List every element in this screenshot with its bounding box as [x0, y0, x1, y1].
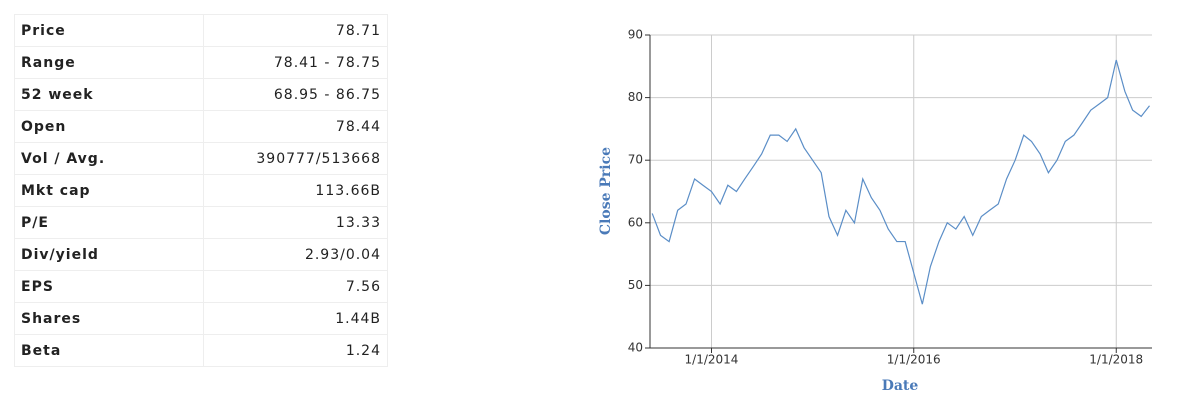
stat-value: 390777/513668 [203, 142, 388, 175]
table-row: Beta 1.24 [14, 334, 388, 367]
stat-label: Mkt cap [14, 174, 204, 207]
table-row: Mkt cap 113.66B [14, 174, 388, 207]
stat-label: Open [14, 110, 204, 143]
stat-value: 1.44B [203, 302, 388, 335]
stats-table: Price 78.71 Range 78.41 - 78.75 52 week 68.95… [14, 14, 388, 367]
stat-value: 2.93/0.04 [203, 238, 388, 271]
stat-label: EPS [14, 270, 204, 303]
price-line [651, 59, 1150, 305]
table-row: Div/yield 2.93/0.04 [14, 238, 388, 271]
table-row: EPS 7.56 [14, 270, 388, 303]
y-tick-label: 80 [628, 90, 643, 104]
table-row: Vol / Avg. 390777/513668 [14, 142, 388, 175]
table-row: P/E 13.33 [14, 206, 388, 239]
y-tick-label: 60 [628, 215, 643, 229]
stat-label: P/E [14, 206, 204, 239]
stat-label: Beta [14, 334, 204, 367]
x-tick-label: 1/1/2018 [1089, 353, 1143, 367]
table-row: Open 78.44 [14, 110, 388, 143]
stat-value: 113.66B [203, 174, 388, 207]
y-tick-label: 40 [628, 341, 643, 355]
table-row: Shares 1.44B [14, 302, 388, 335]
table-row: Range 78.41 - 78.75 [14, 46, 388, 79]
stat-value: 13.33 [203, 206, 388, 239]
stat-value: 78.41 - 78.75 [203, 46, 388, 79]
stat-value: 68.95 - 86.75 [203, 78, 388, 111]
y-axis-label: Close Price [598, 147, 614, 235]
y-tick-label: 90 [628, 28, 643, 42]
table-row: Price 78.71 [14, 14, 388, 47]
x-tick-label: 1/1/2014 [685, 353, 739, 367]
x-axis-label: Date [882, 378, 919, 394]
stat-value: 78.44 [203, 110, 388, 143]
stat-label: Vol / Avg. [14, 142, 204, 175]
y-tick-label: 50 [628, 278, 643, 292]
stat-label: Div/yield [14, 238, 204, 271]
stat-value: 78.71 [203, 14, 388, 47]
stat-value: 1.24 [203, 334, 388, 367]
y-tick-label: 70 [628, 153, 643, 167]
stat-label: Price [14, 14, 204, 47]
x-tick-label: 1/1/2016 [887, 353, 941, 367]
table-row: 52 week 68.95 - 86.75 [14, 78, 388, 111]
